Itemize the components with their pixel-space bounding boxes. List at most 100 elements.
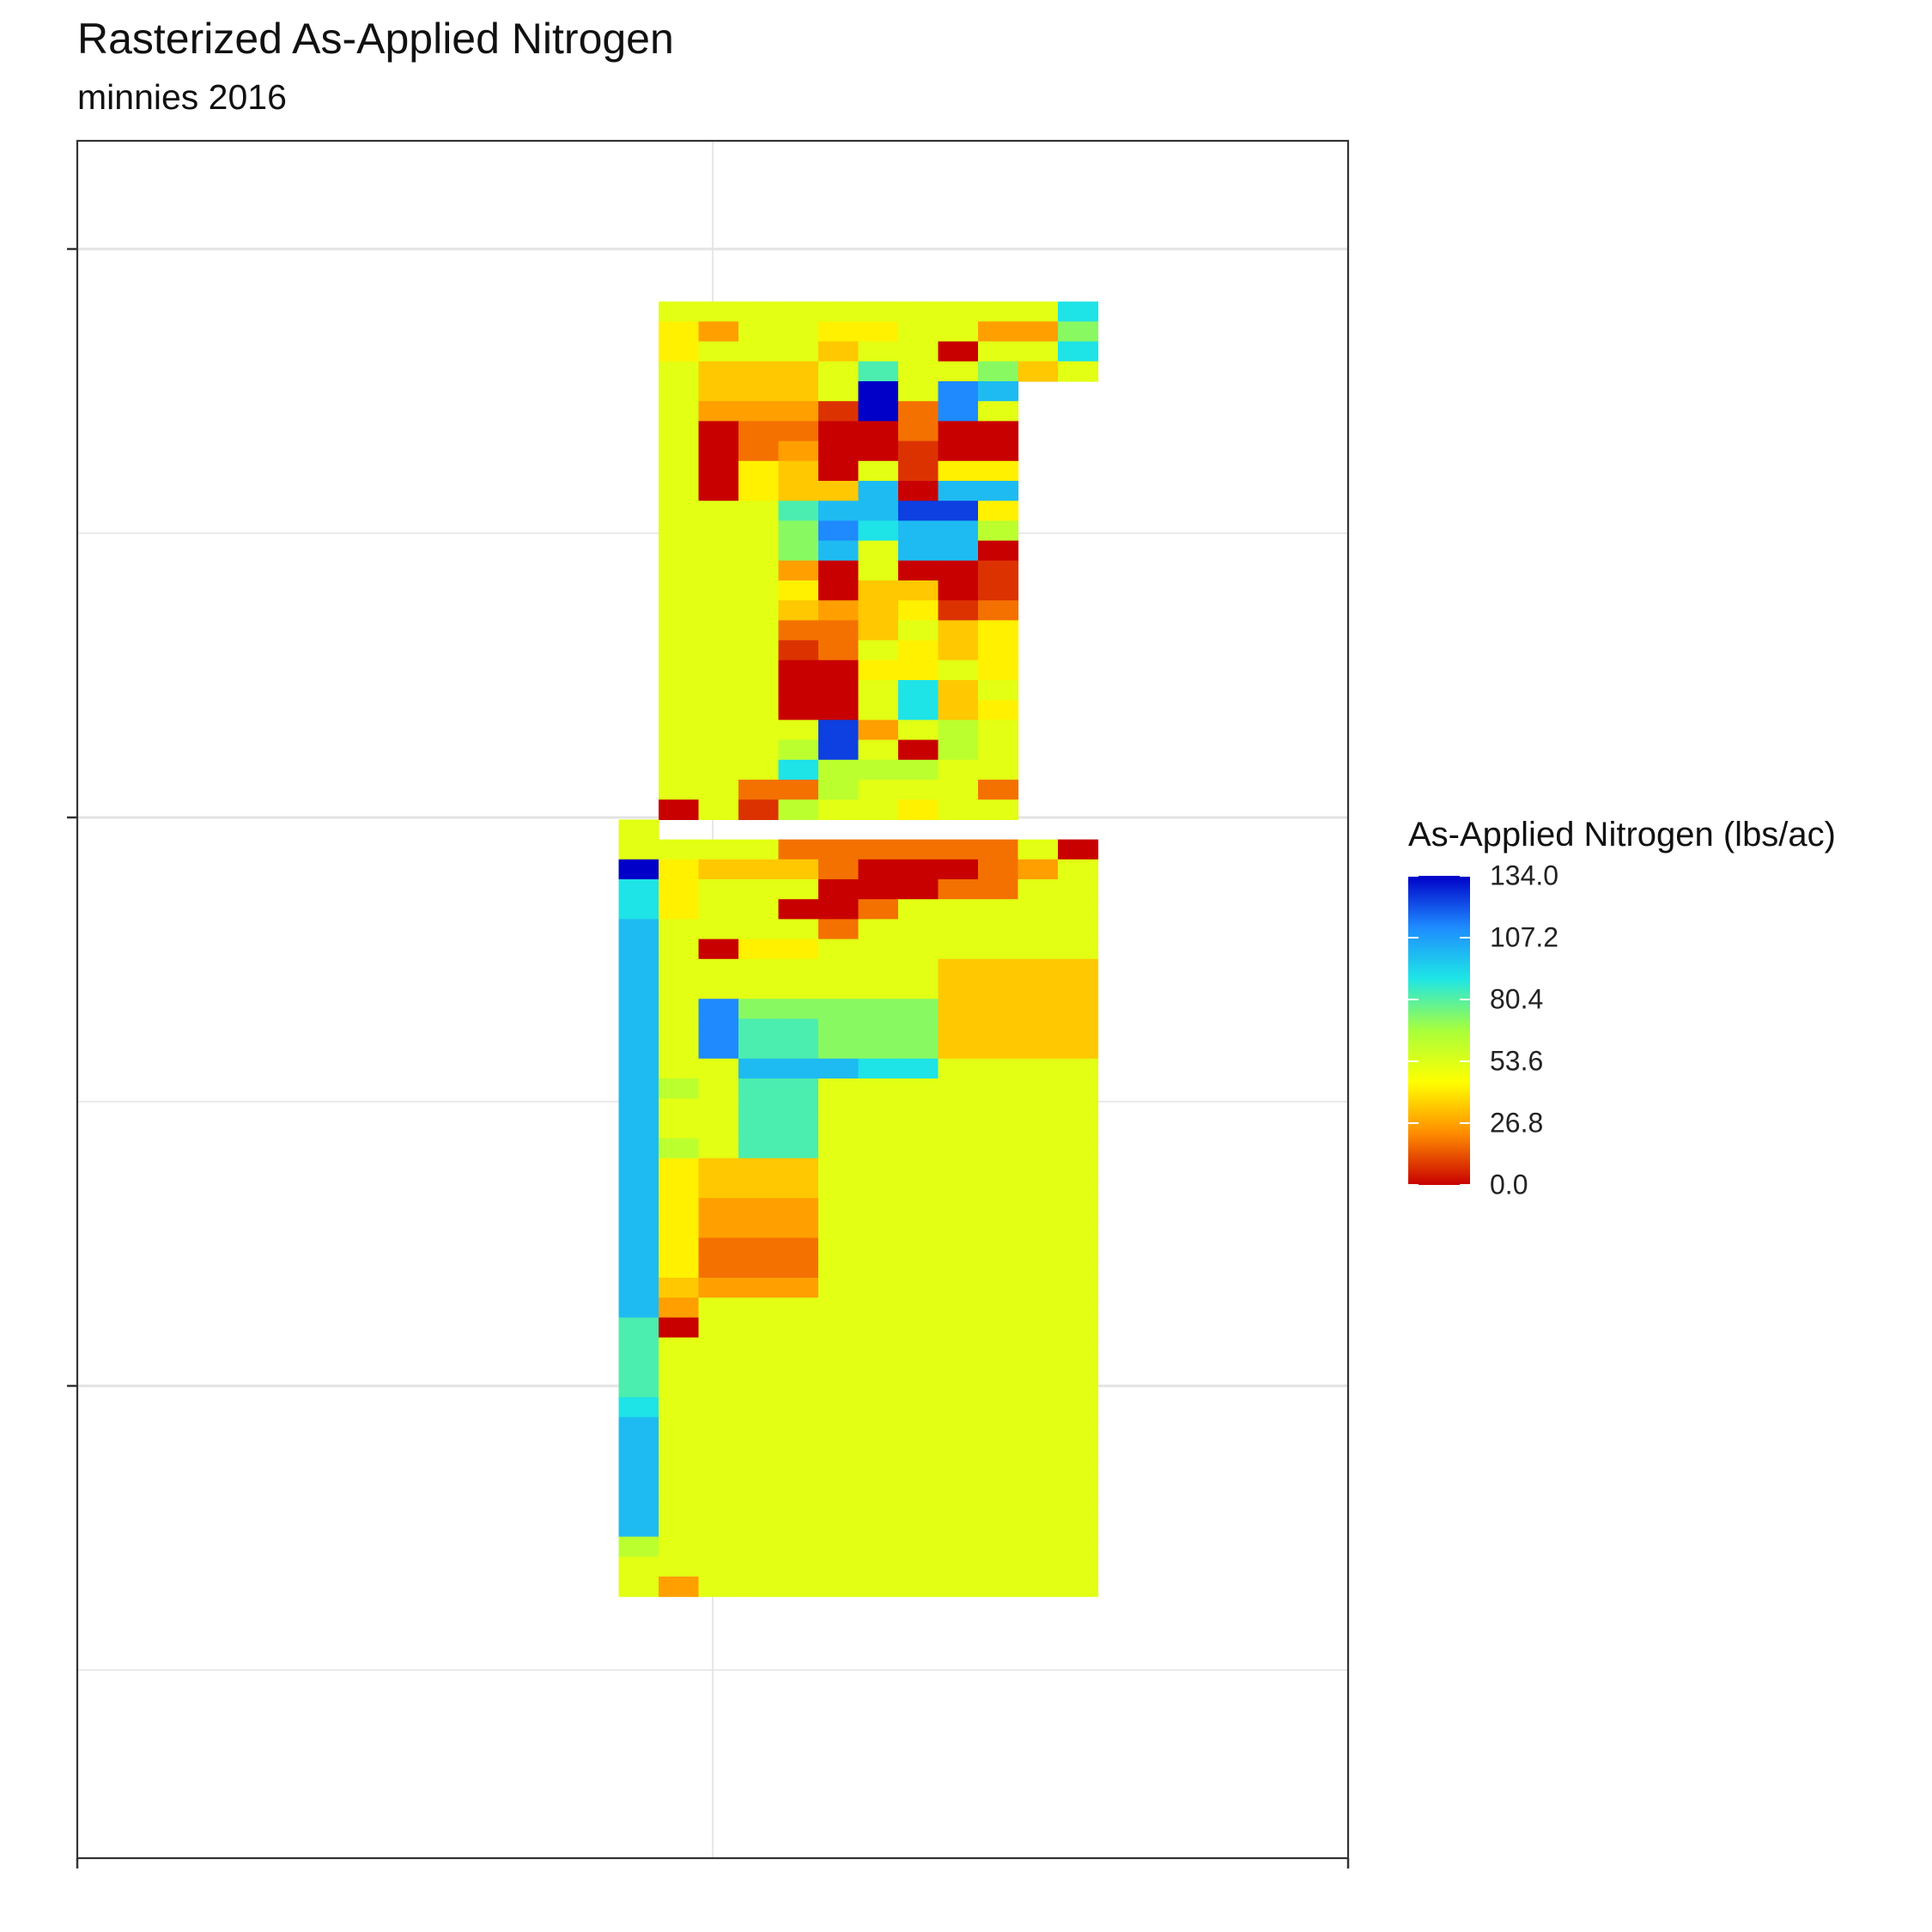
heatmap-cell — [738, 839, 780, 860]
heatmap-cell — [978, 999, 1019, 1019]
heatmap-cell — [978, 919, 1019, 940]
heatmap-cell — [659, 540, 700, 562]
heatmap-cell — [618, 1337, 659, 1358]
heatmap-cell — [858, 739, 899, 761]
heatmap-cell — [858, 1536, 899, 1558]
heatmap-cell — [978, 1058, 1019, 1079]
heatmap-cell — [698, 1437, 739, 1458]
heatmap-cell — [698, 620, 739, 641]
heatmap-cell — [938, 620, 979, 641]
heatmap-cell — [858, 1038, 899, 1060]
heatmap-cell — [938, 999, 979, 1019]
heatmap-cell — [659, 659, 700, 681]
heatmap-cell — [698, 460, 739, 482]
heatmap-cell — [698, 1497, 739, 1517]
heatmap-cell — [818, 321, 860, 343]
heatmap-cell — [738, 620, 780, 641]
heatmap-cell — [938, 1516, 979, 1538]
heatmap-cell — [898, 481, 939, 501]
heatmap-cell — [738, 401, 780, 422]
heatmap-cell — [858, 600, 899, 621]
heatmap-cell — [858, 879, 899, 900]
heatmap-cell — [738, 361, 780, 382]
heatmap-cell — [978, 1377, 1019, 1398]
heatmap-cell — [1018, 1058, 1059, 1079]
heatmap-cell — [978, 481, 1019, 501]
heatmap-cell — [659, 620, 700, 641]
heatmap-cell — [738, 1178, 780, 1199]
heatmap-cell — [778, 759, 819, 781]
heatmap-cell — [698, 341, 739, 362]
heatmap-cell — [858, 1437, 899, 1458]
heatmap-cell — [818, 1417, 860, 1438]
heatmap-cell — [938, 341, 979, 362]
heatmap-cell — [1018, 1198, 1059, 1218]
heatmap-cell — [1018, 1477, 1059, 1498]
heatmap-cell — [858, 520, 899, 542]
heatmap-cell — [818, 1178, 860, 1199]
heatmap-cell — [818, 759, 860, 781]
heatmap-cell — [659, 1237, 700, 1259]
heatmap-cell — [738, 1237, 780, 1259]
heatmap-cell — [1018, 321, 1059, 343]
heatmap-cell — [938, 799, 979, 820]
heatmap-cell — [738, 979, 780, 999]
heatmap-cell — [738, 879, 780, 900]
heatmap-cell — [898, 301, 939, 322]
heatmap-cell — [898, 421, 939, 442]
heatmap-cell — [778, 421, 819, 442]
heatmap-cell — [898, 1357, 939, 1378]
heatmap-cell — [738, 1218, 780, 1239]
heatmap-cell — [659, 999, 700, 1019]
heatmap-cell — [978, 1357, 1019, 1378]
heatmap-cell — [938, 580, 979, 601]
heatmap-cell — [938, 640, 979, 661]
heatmap-cell — [778, 1058, 819, 1079]
heatmap-cell — [1058, 1536, 1099, 1558]
heatmap-cell — [618, 1237, 659, 1259]
heatmap-cell — [698, 1577, 739, 1597]
heatmap-cell — [818, 401, 860, 422]
heatmap-cell — [978, 1437, 1019, 1458]
heatmap-cell — [1058, 859, 1099, 880]
heatmap-cell — [738, 1536, 780, 1558]
heatmap-cell — [898, 1098, 939, 1119]
heatmap-cell — [978, 361, 1019, 382]
heatmap-cell — [898, 1477, 939, 1498]
heatmap-cell — [618, 1417, 659, 1438]
heatmap-cell — [978, 1417, 1019, 1438]
heatmap-cell — [938, 560, 979, 581]
heatmap-cell — [1058, 1257, 1099, 1279]
heatmap-cell — [1058, 839, 1099, 860]
heatmap-cell — [858, 780, 899, 800]
heatmap-cell — [738, 1058, 780, 1079]
heatmap-cell — [618, 1058, 659, 1079]
heatmap-cell — [858, 1237, 899, 1259]
heatmap-cell — [1018, 958, 1059, 980]
heatmap-cell — [659, 1018, 700, 1040]
heatmap-cell — [1058, 1237, 1099, 1259]
heatmap-cell — [698, 1297, 739, 1318]
heatmap-cell — [1018, 1118, 1059, 1139]
heatmap-cell — [858, 1018, 899, 1040]
heatmap-cell — [618, 958, 659, 980]
heatmap-cell — [818, 1337, 860, 1358]
heatmap-cell — [898, 659, 939, 681]
heatmap-cell — [818, 560, 860, 581]
heatmap-cell — [698, 580, 739, 601]
heatmap-cell — [938, 1257, 979, 1279]
heatmap-cell — [858, 640, 899, 661]
heatmap-cell — [659, 1377, 700, 1398]
legend-label: 107.2 — [1490, 921, 1559, 953]
heatmap-cell — [659, 1257, 700, 1279]
heatmap-cell — [738, 1556, 780, 1577]
heatmap-cell — [938, 1397, 979, 1418]
heatmap-cell — [898, 1456, 939, 1478]
heatmap-cell — [778, 1198, 819, 1218]
heatmap-cell — [898, 620, 939, 641]
heatmap-cell — [938, 1058, 979, 1079]
heatmap-cell — [698, 859, 739, 880]
heatmap-cell — [818, 1218, 860, 1239]
heatmap-cell — [659, 1297, 700, 1318]
heatmap-cell — [858, 1218, 899, 1239]
